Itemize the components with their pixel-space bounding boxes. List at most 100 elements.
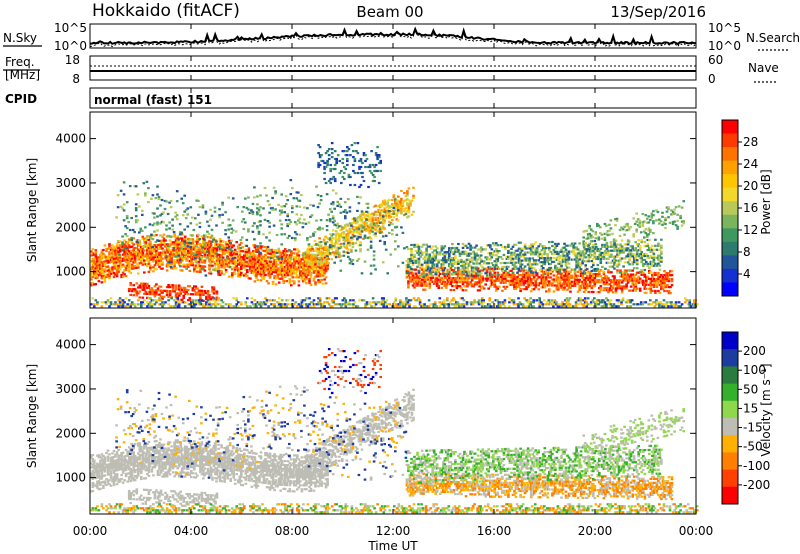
heatmap-cell	[223, 252, 226, 255]
heatmap-cell	[448, 273, 451, 276]
heatmap-cell	[655, 256, 659, 259]
heatmap-cell	[378, 227, 382, 230]
heatmap-cell	[419, 266, 422, 269]
heatmap-cell	[592, 264, 595, 267]
heatmap-cell	[243, 262, 246, 265]
heatmap-cell	[203, 291, 207, 295]
heatmap-cell	[628, 251, 631, 254]
heatmap-cell	[165, 291, 169, 295]
heatmap-cell	[259, 257, 263, 260]
heatmap-cell	[316, 243, 320, 247]
heatmap-cell	[478, 256, 481, 259]
heatmap-cell	[452, 257, 456, 260]
heatmap-cell	[182, 265, 185, 268]
heatmap-cell	[564, 272, 568, 275]
heatmap-cell	[649, 277, 653, 280]
heatmap-cell	[324, 165, 328, 169]
heatmap-cell	[312, 263, 316, 266]
heatmap-cell	[623, 277, 627, 280]
heatmap-cell	[514, 243, 518, 246]
heatmap-cell	[298, 233, 302, 236]
heatmap-cell	[112, 265, 116, 269]
heatmap-cell	[520, 253, 524, 256]
heatmap-cell	[573, 282, 577, 285]
heatmap-cell	[137, 250, 140, 253]
heatmap-cell	[243, 254, 246, 257]
heatmap-cell	[303, 262, 307, 265]
heatmap-cell	[657, 273, 660, 277]
heatmap-cell	[638, 287, 642, 290]
heatmap-cell	[397, 195, 400, 198]
heatmap-cell	[395, 202, 399, 205]
heatmap-cell	[206, 252, 210, 255]
heatmap-cell	[244, 254, 248, 257]
heatmap-cell	[404, 195, 408, 198]
heatmap-cell	[579, 270, 583, 273]
heatmap-cell	[256, 211, 259, 214]
heatmap-cell	[351, 221, 355, 225]
heatmap-cell	[437, 278, 440, 281]
heatmap-cell	[221, 250, 225, 253]
heatmap-cell	[143, 286, 146, 289]
heatmap-cell	[137, 252, 140, 255]
heatmap-cell	[638, 277, 642, 280]
heatmap-cell	[244, 264, 248, 267]
heatmap-cell	[318, 146, 322, 149]
heatmap-cell	[470, 273, 474, 276]
heatmap-cell	[167, 247, 170, 250]
heatmap-cell	[411, 259, 415, 262]
heatmap-cell	[306, 237, 309, 240]
heatmap-cell	[112, 257, 116, 261]
heatmap-cell	[129, 255, 132, 259]
heatmap-cell	[130, 249, 134, 252]
heatmap-cell	[347, 198, 350, 201]
heatmap-cell	[255, 264, 258, 267]
heatmap-cell	[305, 276, 308, 279]
heatmap-cell	[660, 279, 663, 283]
heatmap-cell	[460, 250, 463, 253]
heatmap-cell	[144, 282, 148, 285]
heatmap-cell	[288, 264, 292, 267]
heatmap-cell	[205, 245, 208, 248]
heatmap-cell	[651, 244, 654, 247]
heatmap-cell	[532, 243, 536, 246]
heatmap-cell	[576, 270, 580, 273]
heatmap-cell	[369, 222, 373, 225]
heatmap-cell	[148, 235, 152, 238]
heatmap-cell	[189, 234, 193, 237]
heatmap-cell	[596, 281, 600, 284]
heatmap-cell	[171, 284, 175, 287]
heatmap-cell	[526, 251, 530, 254]
heatmap-cell	[434, 245, 437, 248]
heatmap-cell	[344, 224, 347, 227]
heatmap-cell	[252, 244, 255, 247]
heatmap-cell	[316, 264, 320, 267]
heatmap-cell	[166, 234, 170, 238]
heatmap-cell	[124, 244, 128, 248]
heatmap-cell	[252, 254, 255, 257]
heatmap-cell	[634, 249, 637, 252]
heatmap-cell	[286, 199, 289, 202]
heatmap-cell	[505, 257, 509, 260]
heatmap-cell	[145, 236, 149, 239]
heatmap-cell	[171, 218, 174, 221]
heatmap-cell	[156, 229, 159, 232]
heatmap-cell	[129, 293, 132, 297]
heatmap-cell	[410, 257, 413, 260]
heatmap-cell	[97, 270, 101, 273]
heatmap-cell	[250, 255, 254, 258]
heatmap-cell	[432, 280, 436, 283]
heatmap-cell	[435, 280, 439, 283]
heatmap-cell	[422, 280, 425, 283]
heatmap-cell	[467, 252, 471, 255]
heatmap-cell	[616, 287, 619, 290]
heatmap-cell	[237, 267, 240, 270]
heatmap-cell	[265, 252, 269, 255]
heatmap-cell	[457, 275, 460, 278]
heatmap-cell	[592, 258, 595, 261]
heatmap-cell	[184, 217, 188, 220]
heatmap-cell	[416, 284, 419, 287]
heatmap-cell	[582, 272, 586, 276]
heatmap-cell	[91, 271, 95, 275]
heatmap-cell	[183, 288, 187, 291]
